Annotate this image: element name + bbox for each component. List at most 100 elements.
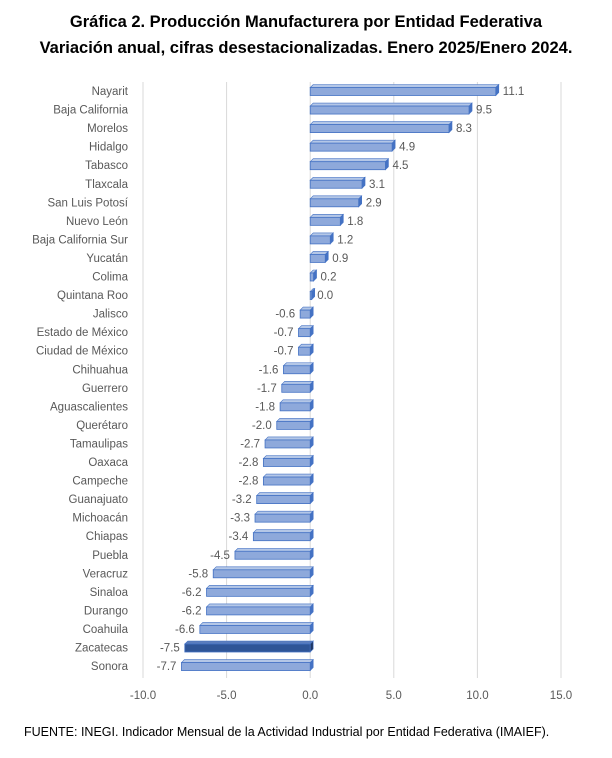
bar xyxy=(309,87,497,96)
category-label: San Luis Potosí xyxy=(47,197,128,209)
bar xyxy=(298,346,311,356)
value-label: -2.8 xyxy=(239,476,259,488)
bar xyxy=(309,179,363,189)
category-label: Zacatecas xyxy=(75,643,128,655)
bar xyxy=(298,328,311,338)
category-label: Baja California Sur xyxy=(32,234,128,246)
bar xyxy=(262,458,311,467)
bar xyxy=(262,476,311,486)
category-label: Yucatán xyxy=(86,253,128,265)
value-label: -7.7 xyxy=(157,661,177,673)
bar-top-face xyxy=(264,436,314,441)
bar-top-face xyxy=(184,640,314,645)
bar-top-face xyxy=(199,622,314,626)
category-label: Colima xyxy=(92,272,128,284)
category-label: Sonora xyxy=(91,661,129,673)
category-label: Chihuahua xyxy=(72,364,128,376)
x-tick-label: 15.0 xyxy=(550,690,572,702)
category-label: Nuevo León xyxy=(66,216,128,228)
value-label: 1.8 xyxy=(347,216,363,228)
bar-top-face xyxy=(309,176,366,181)
category-label: Quintana Roo xyxy=(57,290,128,302)
bar xyxy=(206,587,311,597)
bar-top-face xyxy=(262,473,314,478)
value-label: -0.6 xyxy=(275,309,295,321)
bar-top-face xyxy=(205,603,314,608)
category-label: Aguascalientes xyxy=(50,401,128,413)
value-label: 1.2 xyxy=(337,234,353,246)
category-label: Morelos xyxy=(87,123,128,135)
category-label: Nayarit xyxy=(92,86,129,98)
value-label: -1.7 xyxy=(257,383,277,395)
category-label: Oaxaca xyxy=(88,457,128,469)
bar-top-face xyxy=(309,84,500,88)
value-label: 4.9 xyxy=(399,142,415,154)
bar-top-face xyxy=(309,214,345,218)
x-tick-label: 10.0 xyxy=(466,690,488,702)
category-label: Puebla xyxy=(92,550,128,562)
bar xyxy=(212,569,311,579)
bar-top-face xyxy=(255,492,314,496)
value-label: 0.9 xyxy=(332,253,348,265)
chart-subtitle: Variación anual, cifras desestacionaliza… xyxy=(39,39,573,57)
value-label: -2.0 xyxy=(252,420,272,432)
x-tick-label: 0.0 xyxy=(302,690,318,702)
bar-top-face xyxy=(309,158,390,162)
bar-top-face xyxy=(212,566,314,571)
bar xyxy=(309,198,360,208)
value-label: -7.5 xyxy=(160,643,180,655)
category-label: Durango xyxy=(84,605,128,617)
bar-top-face xyxy=(309,139,396,144)
source-note: FUENTE: INEGI. Indicador Mensual de la A… xyxy=(24,725,550,739)
bar-top-face xyxy=(309,195,363,200)
bar xyxy=(254,513,311,523)
value-label: -0.7 xyxy=(274,327,294,339)
value-label: -6.2 xyxy=(182,605,202,617)
value-label: 2.9 xyxy=(366,197,382,209)
value-label: 11.1 xyxy=(503,86,525,98)
bar-top-face xyxy=(282,362,314,367)
bar xyxy=(309,105,470,115)
value-label: -6.6 xyxy=(175,624,195,636)
category-label: Tamaulipas xyxy=(70,438,128,450)
category-label: Guerrero xyxy=(82,383,128,395)
category-label: Ciudad de México xyxy=(36,346,128,358)
bar xyxy=(234,550,311,560)
bar xyxy=(206,606,311,616)
bar xyxy=(309,291,313,300)
category-label: Jalisco xyxy=(93,309,128,321)
bar xyxy=(299,309,311,319)
category-label: Veracruz xyxy=(83,568,129,580)
x-tick-label: 5.0 xyxy=(386,690,402,702)
value-label: -3.3 xyxy=(230,513,250,525)
value-label: -5.8 xyxy=(188,568,208,580)
bar xyxy=(309,142,393,152)
value-label: 8.3 xyxy=(456,123,472,135)
category-label: Hidalgo xyxy=(89,142,128,154)
bar xyxy=(309,235,331,245)
bar xyxy=(281,383,311,393)
bar xyxy=(184,643,311,653)
bar-top-face xyxy=(309,232,334,237)
category-label: Michoacán xyxy=(72,513,128,525)
category-label: Estado de México xyxy=(37,327,128,339)
bar xyxy=(276,420,311,430)
x-tick-label: -5.0 xyxy=(217,690,237,702)
value-label: 4.5 xyxy=(392,160,408,172)
bar-top-face xyxy=(281,380,314,385)
bar-top-face xyxy=(252,529,314,534)
value-label: -6.2 xyxy=(182,587,202,599)
bar-top-face xyxy=(262,455,314,459)
value-label: -3.4 xyxy=(229,531,249,543)
bar-top-face xyxy=(205,585,314,589)
value-label: -1.6 xyxy=(259,364,279,376)
category-label: Querétaro xyxy=(76,420,128,432)
category-label: Chiapas xyxy=(86,531,128,543)
value-label: -3.2 xyxy=(232,494,252,506)
value-label: -4.5 xyxy=(210,550,230,562)
bar xyxy=(264,439,311,449)
value-label: 0.2 xyxy=(321,272,337,284)
bar-top-face xyxy=(254,510,314,515)
